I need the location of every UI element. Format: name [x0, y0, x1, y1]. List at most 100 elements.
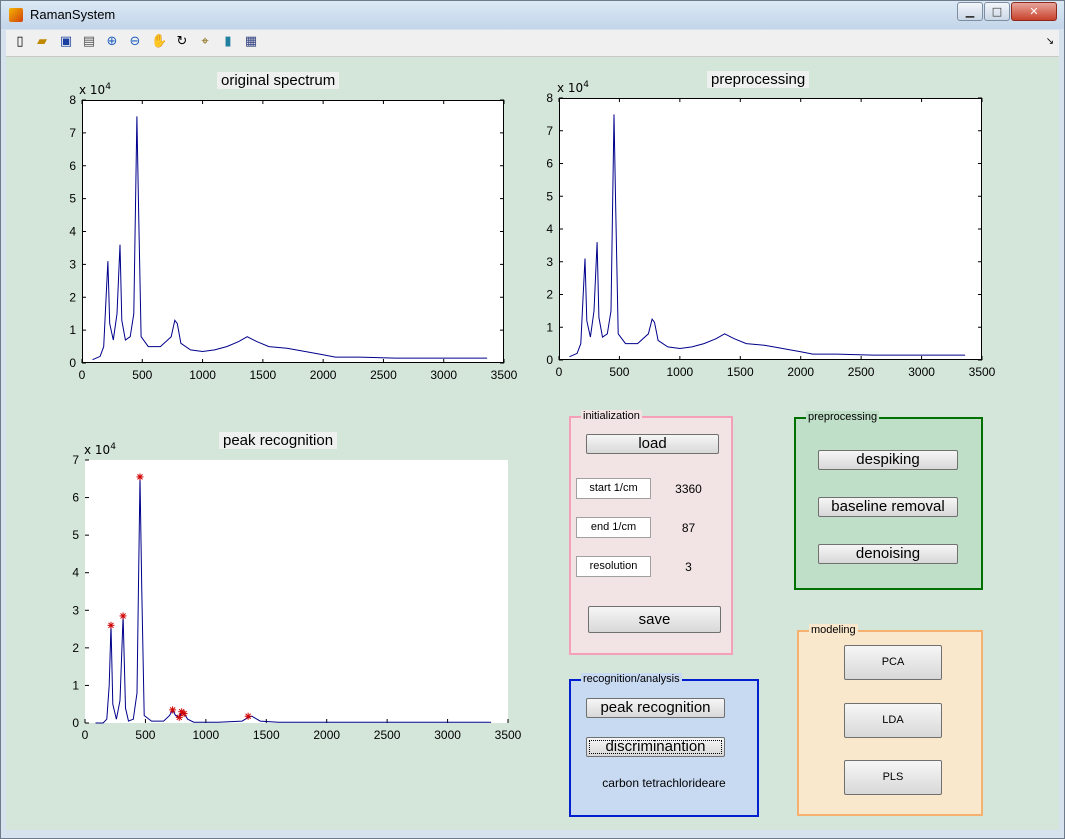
- y-tick-label: 6: [72, 491, 79, 505]
- y-tick-label: 2: [546, 288, 553, 302]
- maximize-button[interactable]: □: [984, 2, 1010, 21]
- baseline-removal-button[interactable]: baseline removal: [818, 497, 958, 517]
- y-tick-label: 3: [69, 257, 76, 271]
- peak-marker: [107, 621, 115, 629]
- preprocessing-plot-title: preprocessing: [707, 71, 810, 88]
- y-tick-label: 5: [69, 192, 76, 206]
- spectrum-line: [95, 476, 492, 724]
- minimize-button[interactable]: ▁: [957, 2, 983, 21]
- x-tick-label: 2500: [370, 368, 397, 382]
- recognition-panel-title: recognition/analysis: [581, 673, 682, 686]
- x-tick-label: 0: [79, 368, 86, 382]
- y-tick-label: 3: [546, 255, 553, 269]
- x-tick-label: 2000: [313, 728, 340, 742]
- preprocessing-plot: 0 500 1000 1500 2000 2500 3000 3500 0 1 2 3 4 5 6 7 8: [546, 91, 996, 379]
- x-tick-label: 1000: [667, 365, 694, 379]
- pls-button[interactable]: PLS: [844, 760, 942, 795]
- peak-marker: [175, 713, 183, 721]
- y-tick-label: 4: [69, 225, 76, 239]
- peak-recognition-plot: 0 500 1000 1500 2000 2500 3000 3500 0 1 2 3 4 5 6 7: [72, 453, 522, 742]
- peak-marker: [169, 706, 177, 714]
- y-tick-label: 0: [72, 716, 79, 730]
- x-tick-label: 3500: [969, 365, 996, 379]
- original-spectrum-title: original spectrum: [217, 72, 340, 89]
- save-button[interactable]: save: [588, 606, 721, 633]
- y-tick-label: 5: [72, 528, 79, 542]
- pan-icon[interactable]: ✋: [151, 34, 168, 49]
- peak-marker: [136, 473, 144, 481]
- preprocessing-axes[interactable]: [559, 98, 982, 360]
- open-icon[interactable]: ▰: [37, 34, 47, 49]
- resolution-value[interactable]: 3: [685, 560, 692, 574]
- print-icon[interactable]: ▤: [82, 34, 96, 49]
- legend-icon[interactable]: ▦: [244, 34, 258, 49]
- lda-button[interactable]: LDA: [844, 703, 942, 738]
- resolution-label: resolution: [576, 556, 651, 577]
- y-tick-label: 8: [69, 93, 76, 107]
- x-tick-label: 1000: [189, 368, 216, 382]
- spectrum-line: [569, 114, 966, 358]
- y-tick-label: 5: [546, 189, 553, 203]
- modeling-panel: modeling PCA LDA PLS: [797, 624, 983, 816]
- peak-recognition-button[interactable]: peak recognition: [586, 698, 725, 718]
- modeling-panel-title: modeling: [809, 624, 858, 637]
- y-tick-label: 3: [72, 603, 79, 617]
- spectrum-line: [92, 116, 488, 361]
- new-icon[interactable]: ▯: [16, 34, 24, 49]
- x-tick-label: 500: [132, 368, 152, 382]
- zoom-out-icon[interactable]: ⊖: [129, 34, 141, 49]
- original-spectrum-axes[interactable]: [82, 100, 504, 363]
- recognition-analysis-panel: recognition/analysis peak recognition di…: [569, 673, 759, 817]
- peak-recognition-title: peak recognition: [219, 432, 338, 449]
- preprocessing-panel-title: preprocessing: [806, 411, 880, 424]
- zoom-in-icon[interactable]: ⊕: [106, 34, 118, 49]
- window-title: RamanSystem: [30, 7, 116, 22]
- x-tick-label: 500: [609, 365, 629, 379]
- x-tick-label: 2500: [374, 728, 401, 742]
- preprocessing-panel: preprocessing despiking baseline removal…: [794, 411, 983, 590]
- despiking-button[interactable]: despiking: [818, 450, 958, 470]
- y-tick-label: 4: [546, 222, 553, 236]
- x-tick-label: 3000: [908, 365, 935, 379]
- y-tick-label: 7: [72, 453, 79, 467]
- title-bar[interactable]: RamanSystem ▁ □ ✕: [1, 1, 1064, 29]
- y-tick-label: 0: [69, 356, 76, 370]
- rotate-icon[interactable]: ↻: [176, 34, 188, 49]
- x-tick-label: 3000: [430, 368, 457, 382]
- peak-marker: [119, 612, 127, 620]
- end-value[interactable]: 87: [681, 521, 696, 535]
- x-tick-label: 1500: [253, 728, 280, 742]
- x-tick-label: 3000: [434, 728, 461, 742]
- y-tick-label: 4: [72, 566, 79, 580]
- y-tick-label: 1: [72, 678, 79, 692]
- y-tick-label: 2: [69, 290, 76, 304]
- y-tick-label: 1: [546, 320, 553, 334]
- start-value[interactable]: 3360: [675, 482, 702, 496]
- colorbar-icon[interactable]: ▮: [224, 34, 232, 49]
- preprocessing-exponent: x 104: [557, 80, 589, 95]
- discrimination-button[interactable]: discriminantion: [586, 737, 725, 757]
- x-tick-label: 1500: [250, 368, 277, 382]
- dock-icon[interactable]: ↘: [1045, 36, 1055, 47]
- load-button[interactable]: load: [586, 434, 719, 454]
- peak-exponent: x 104: [84, 442, 116, 457]
- x-tick-label: 2500: [848, 365, 875, 379]
- y-tick-label: 6: [546, 157, 553, 171]
- x-tick-label: 0: [82, 728, 89, 742]
- close-button[interactable]: ✕: [1011, 2, 1057, 21]
- denoising-button[interactable]: denoising: [818, 544, 958, 564]
- save-icon[interactable]: ▣: [59, 34, 73, 49]
- x-tick-label: 3500: [495, 728, 522, 742]
- x-tick-label: 0: [556, 365, 563, 379]
- peak-recognition-axes[interactable]: [85, 460, 508, 723]
- initialization-panel-title: initialization: [581, 410, 642, 423]
- peak-marker: [244, 712, 252, 720]
- y-tick-label: 2: [72, 641, 79, 655]
- start-label: start 1/cm: [576, 478, 651, 499]
- y-tick-label: 6: [69, 159, 76, 173]
- x-tick-label: 500: [135, 728, 155, 742]
- data-cursor-icon[interactable]: ⌖: [201, 34, 209, 49]
- initialization-panel: initialization load start 1/cm 3360 end …: [569, 410, 733, 655]
- pca-button[interactable]: PCA: [844, 645, 942, 680]
